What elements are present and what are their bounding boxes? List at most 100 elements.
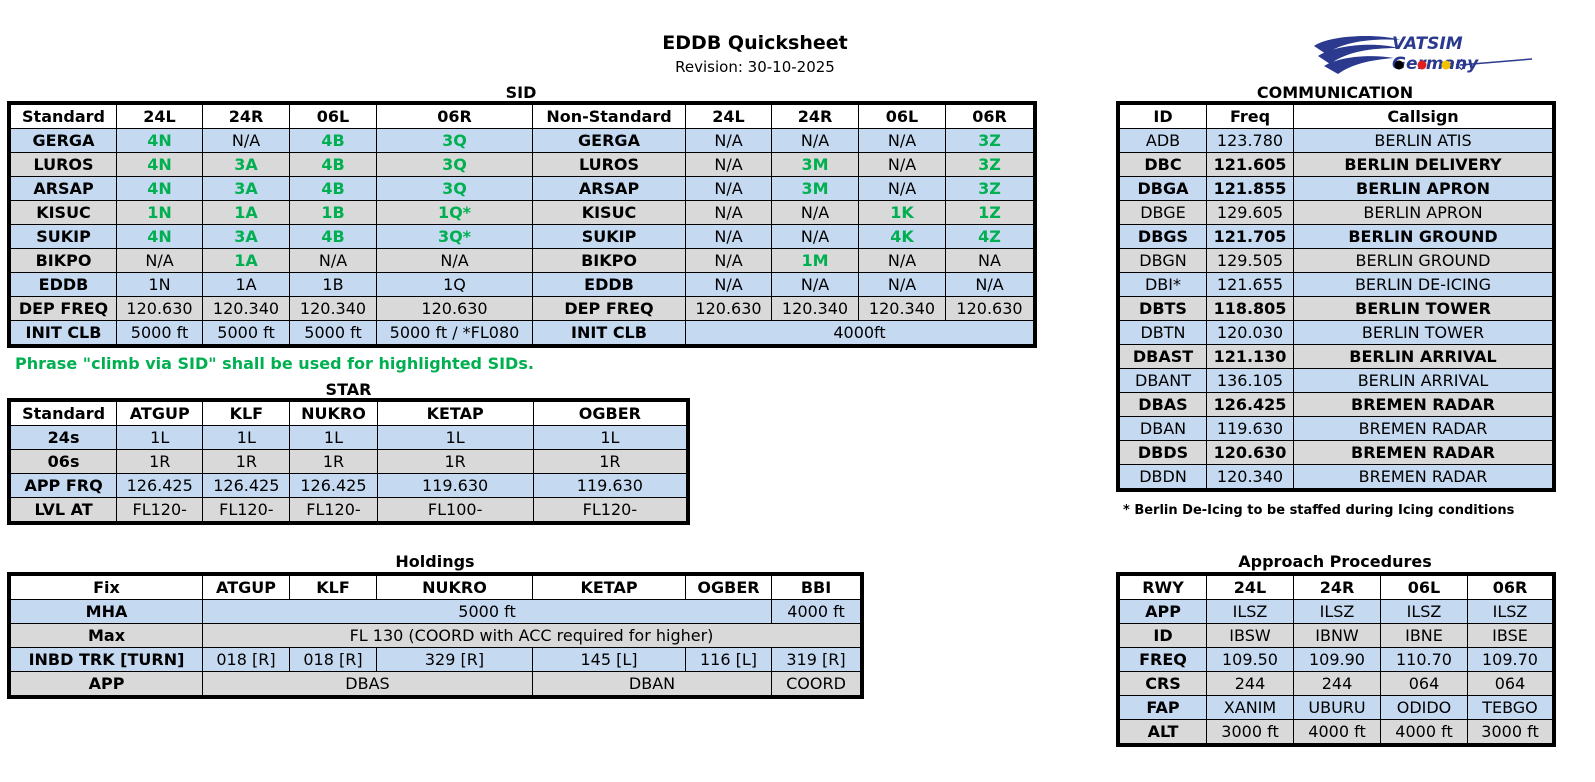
communication-table: ID Freq Callsign ADB 123.780 BERLIN ATIS DBC 12… bbox=[1116, 101, 1556, 492]
column-header: RWY bbox=[1119, 575, 1207, 600]
sid-fix: BIKPO bbox=[532, 248, 686, 273]
station-frequency: 118.805 bbox=[1206, 296, 1294, 321]
communication-row: DBAST 121.130 BERLIN ARRIVAL bbox=[1119, 344, 1553, 369]
column-header: KLF bbox=[202, 401, 291, 426]
sid-procedure: 4B bbox=[289, 176, 377, 201]
column-header: 24L bbox=[116, 104, 203, 129]
sid-procedure: 3Q bbox=[376, 128, 533, 153]
star-table: Standard ATGUP KLF NUKRO KETAP OGBER 24s 1L 1L 1L… bbox=[7, 398, 690, 525]
approach-value: 109.70 bbox=[1467, 647, 1553, 672]
station-id: DBTS bbox=[1119, 296, 1207, 321]
communication-row: DBTS 118.805 BERLIN TOWER bbox=[1119, 296, 1553, 321]
sid-procedure: 120.630 bbox=[685, 296, 772, 321]
sid-fix: DEP FREQ bbox=[532, 296, 686, 321]
star-value: FL120- bbox=[202, 497, 291, 522]
holdings-inbd-row: INBD TRK [TURN] 018 [R] 018 [R] 329 [R] 145 … bbox=[10, 647, 861, 672]
vatsim-germany-logo: VATSIM Germany bbox=[1312, 34, 1542, 82]
communication-row: DBAN 119.630 BREMEN RADAR bbox=[1119, 416, 1553, 441]
communication-row: DBGS 121.705 BERLIN GROUND bbox=[1119, 224, 1553, 249]
approach-row-label: FAP bbox=[1119, 695, 1207, 720]
inbd-value: 329 [R] bbox=[376, 647, 533, 672]
station-id: ADB bbox=[1119, 128, 1207, 153]
init-clb-label: INIT CLB bbox=[532, 320, 686, 345]
star-value: FL100- bbox=[376, 497, 534, 522]
station-frequency: 121.705 bbox=[1206, 224, 1294, 249]
sid-procedure: N/A bbox=[771, 200, 859, 225]
column-header: Callsign bbox=[1293, 104, 1553, 129]
sid-procedure: 1A bbox=[202, 272, 290, 297]
sid-procedure: 3A bbox=[202, 176, 290, 201]
column-header: 24R bbox=[202, 104, 290, 129]
max-value: FL 130 (COORD with ACC required for high… bbox=[202, 623, 861, 648]
sid-row: EDDB 1N 1A 1B 1Q EDDB N/A N/A N/A N/A bbox=[10, 272, 1034, 297]
station-callsign: BERLIN APRON bbox=[1293, 200, 1553, 225]
sid-procedure: 4K bbox=[858, 224, 946, 249]
holdings-caption: Holdings bbox=[395, 552, 475, 571]
sid-procedure: N/A bbox=[685, 176, 772, 201]
inbd-value: 018 [R] bbox=[289, 647, 377, 672]
approach-row: APP ILSZ ILSZ ILSZ ILSZ bbox=[1119, 599, 1553, 624]
communication-row: DBANT 136.105 BERLIN ARRIVAL bbox=[1119, 368, 1553, 393]
column-header: Fix bbox=[10, 575, 203, 600]
page-title: EDDB Quicksheet bbox=[662, 32, 848, 54]
sid-procedure: 4B bbox=[289, 152, 377, 177]
approach-caption: Approach Procedures bbox=[1238, 552, 1432, 571]
holdings-app-row: APP DBAS DBAN COORD bbox=[10, 671, 861, 696]
approach-row: ID IBSW IBNW IBNE IBSE bbox=[1119, 623, 1553, 648]
init-clb-label: INIT CLB bbox=[10, 320, 117, 345]
mha-label: MHA bbox=[10, 599, 203, 624]
station-frequency: 126.425 bbox=[1206, 392, 1294, 417]
sid-row: GERGA 4N N/A 4B 3Q GERGA N/A N/A N/A 3Z bbox=[10, 128, 1034, 153]
approach-value: ILSZ bbox=[1293, 599, 1381, 624]
sid-fix: ARSAP bbox=[532, 176, 686, 201]
approach-row: FREQ 109.50 109.90 110.70 109.70 bbox=[1119, 647, 1553, 672]
approach-value: TEBGO bbox=[1467, 695, 1553, 720]
star-row: LVL AT FL120- FL120- FL120- FL100- FL120- bbox=[9, 497, 688, 522]
sid-procedure: 1N bbox=[116, 272, 203, 297]
approach-value: XANIM bbox=[1206, 695, 1294, 720]
station-callsign: BERLIN ARRIVAL bbox=[1293, 368, 1553, 393]
column-header: 24R bbox=[771, 104, 859, 129]
station-id: DBDN bbox=[1119, 464, 1207, 489]
star-value: 1L bbox=[116, 425, 204, 450]
sid-procedure: N/A bbox=[685, 200, 772, 225]
column-header: BBI bbox=[771, 575, 861, 600]
station-id: DBGE bbox=[1119, 200, 1207, 225]
approach-table: RWY 24L 24R 06L 06R APP ILSZ ILSZ ILSZ ILSZ ID IBSW… bbox=[1116, 572, 1556, 747]
sid-fix: KISUC bbox=[10, 200, 117, 225]
sid-procedure: 120.340 bbox=[771, 296, 859, 321]
sid-fix: GERGA bbox=[532, 128, 686, 153]
sid-procedure: N/A bbox=[116, 248, 203, 273]
approach-value: IBSE bbox=[1467, 623, 1553, 648]
approach-value: 4000 ft bbox=[1293, 719, 1381, 744]
star-header-row: Standard ATGUP KLF NUKRO KETAP OGBER bbox=[9, 401, 688, 426]
column-header: OGBER bbox=[532, 401, 688, 426]
app-value: COORD bbox=[771, 671, 861, 696]
station-id: DBC bbox=[1119, 152, 1207, 177]
station-frequency: 136.105 bbox=[1206, 368, 1294, 393]
communication-row: DBTN 120.030 BERLIN TOWER bbox=[1119, 320, 1553, 345]
station-frequency: 129.505 bbox=[1206, 248, 1294, 273]
column-header: 24R bbox=[1293, 575, 1381, 600]
communication-row: DBI* 121.655 BERLIN DE-ICING bbox=[1119, 272, 1553, 297]
sid-procedure: N/A bbox=[685, 272, 772, 297]
approach-value: 109.50 bbox=[1206, 647, 1294, 672]
station-frequency: 120.340 bbox=[1206, 464, 1294, 489]
inbd-value: 319 [R] bbox=[771, 647, 861, 672]
inbd-value: 018 [R] bbox=[202, 647, 290, 672]
sid-fix: EDDB bbox=[532, 272, 686, 297]
approach-value: UBURU bbox=[1293, 695, 1381, 720]
sid-row: ARSAP 4N 3A 4B 3Q ARSAP N/A 3M N/A 3Z bbox=[10, 176, 1034, 201]
sid-procedure: 120.340 bbox=[289, 296, 377, 321]
approach-row-label: ID bbox=[1119, 623, 1207, 648]
star-value: 126.425 bbox=[116, 473, 204, 498]
sid-row: DEP FREQ 120.630 120.340 120.340 120.630 DEP … bbox=[10, 296, 1034, 321]
star-value: FL120- bbox=[289, 497, 378, 522]
approach-row-label: CRS bbox=[1119, 671, 1207, 696]
inbd-value: 116 [L] bbox=[685, 647, 772, 672]
column-header: ATGUP bbox=[202, 575, 290, 600]
logo-dots-icon bbox=[1394, 58, 1533, 71]
station-frequency: 121.855 bbox=[1206, 176, 1294, 201]
sid-procedure: 1Z bbox=[945, 200, 1034, 225]
revision-date: Revision: 30-10-2025 bbox=[675, 58, 835, 76]
